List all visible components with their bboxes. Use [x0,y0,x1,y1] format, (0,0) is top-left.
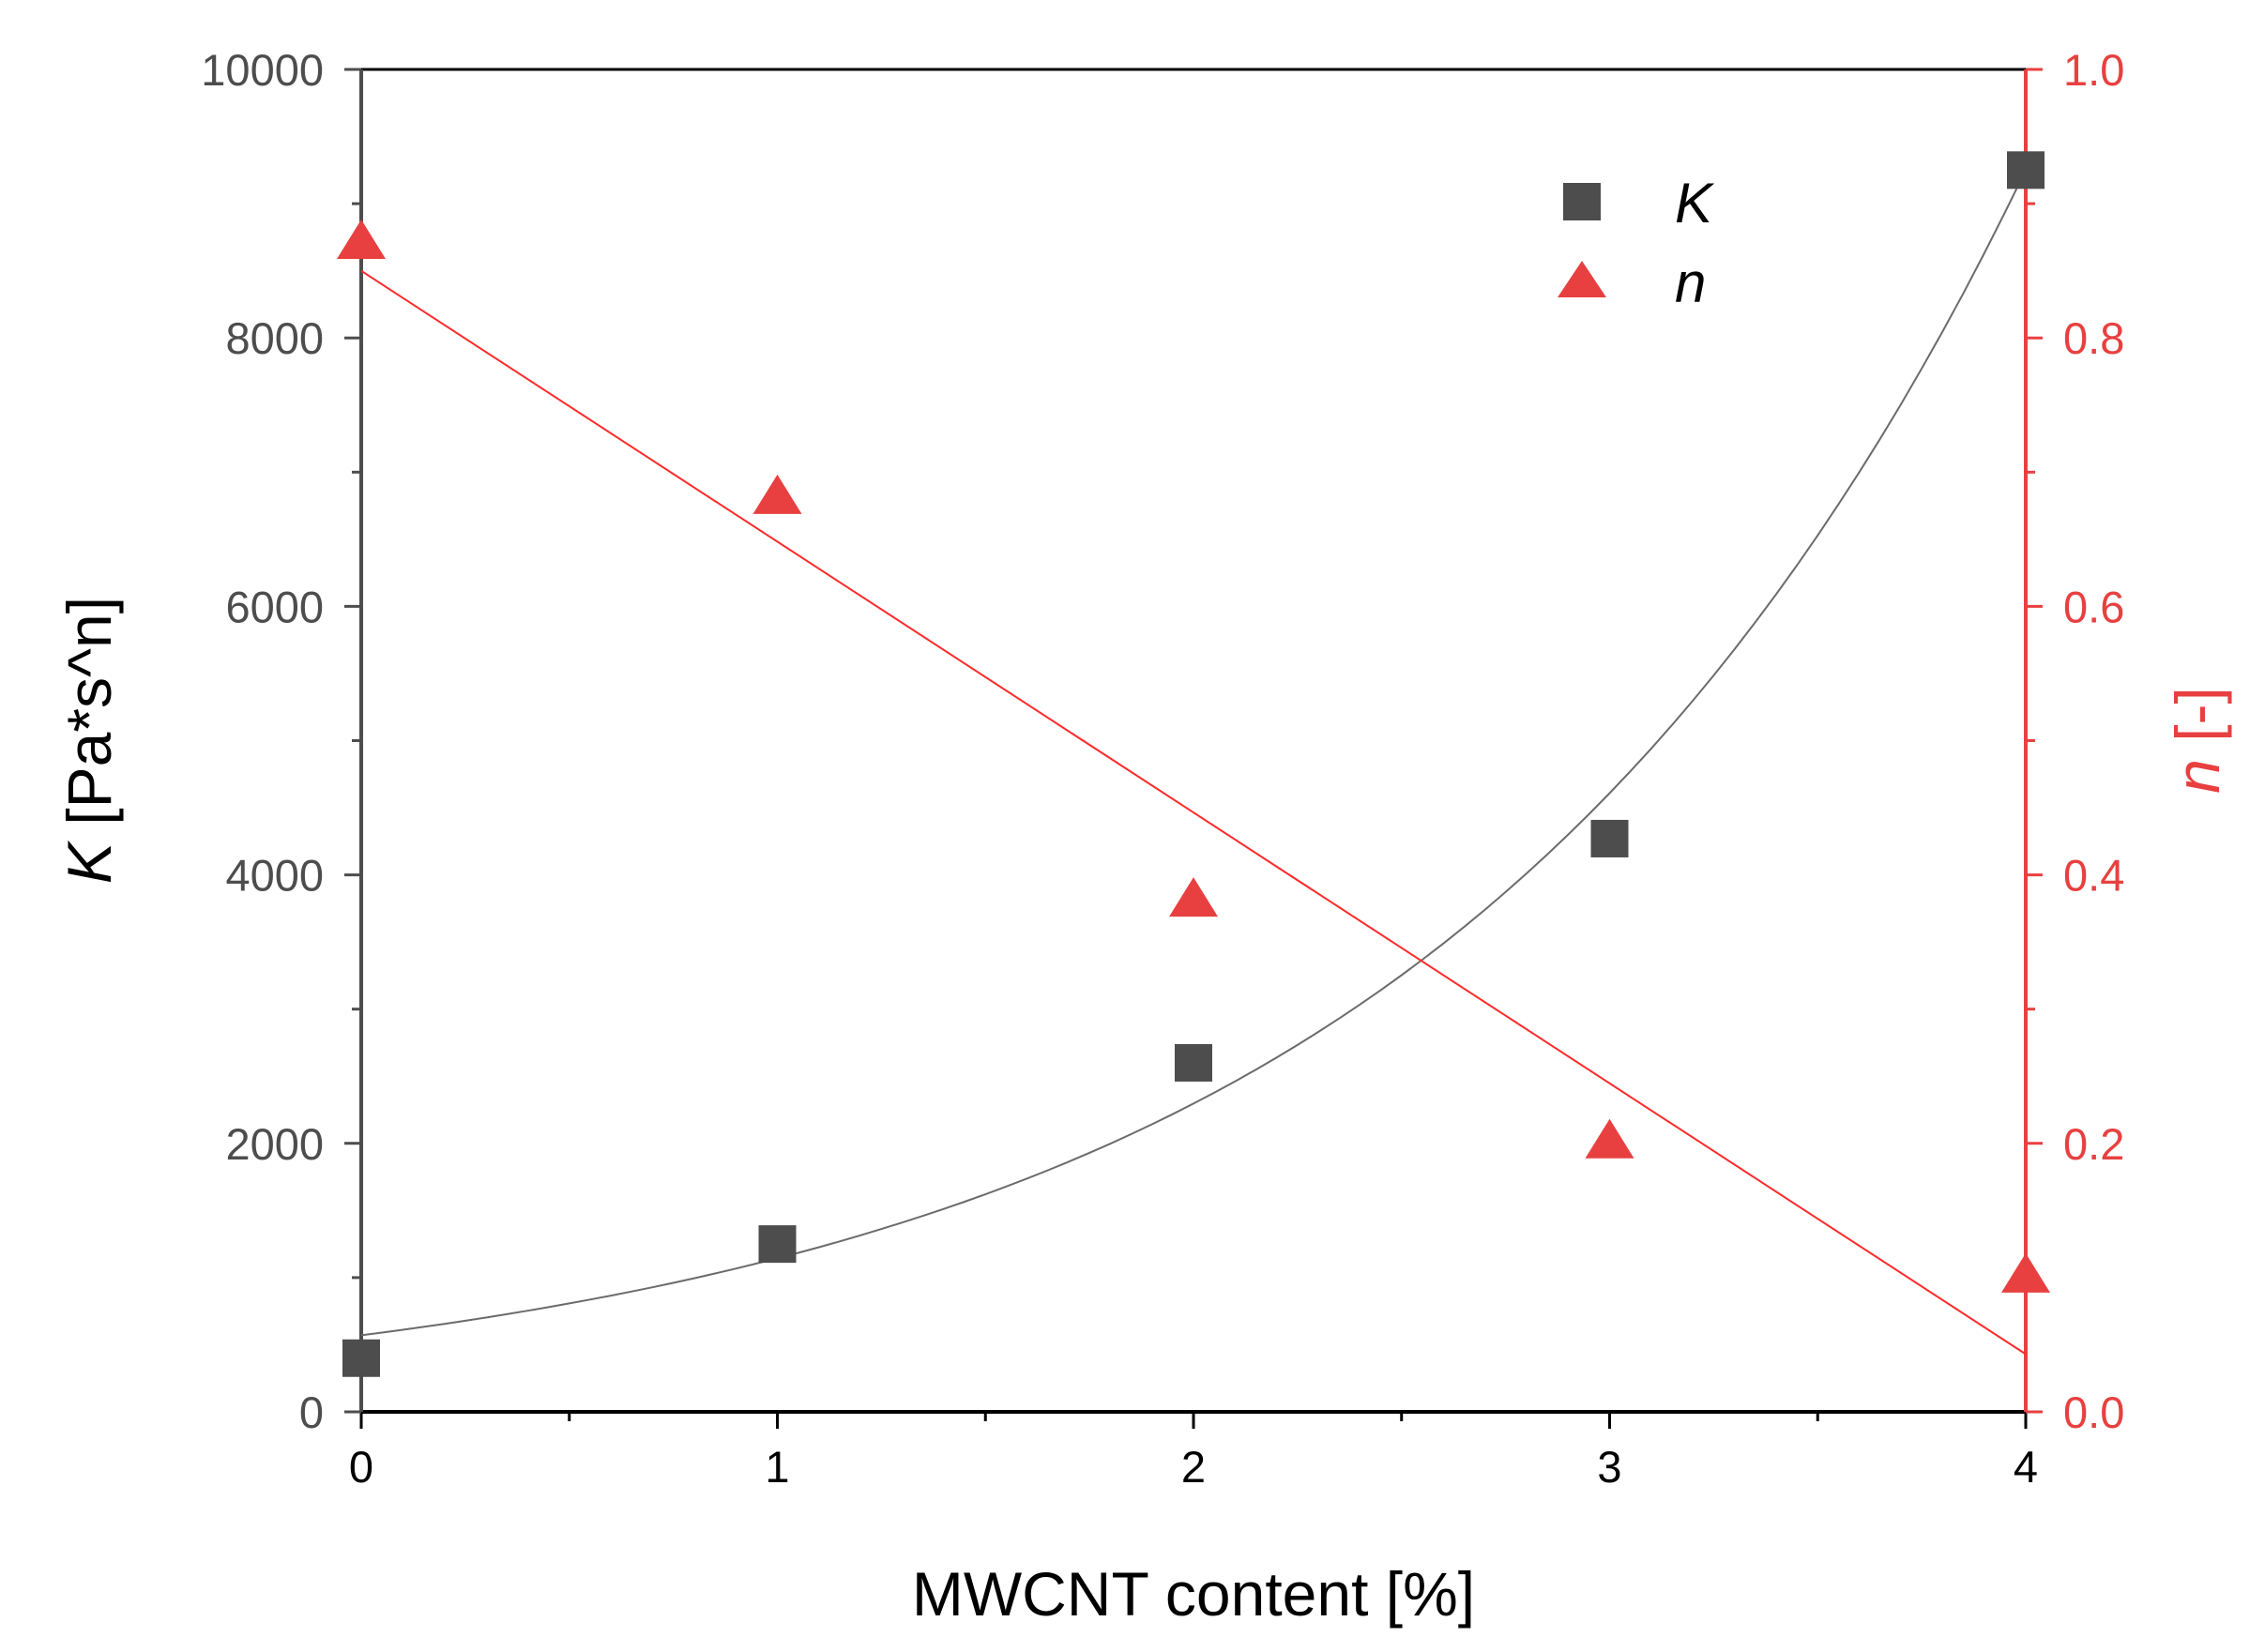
plot-frame [359,68,2028,1414]
y2-axis-title: n [-] [2163,687,2232,794]
y-tick-label: 6000 [225,582,324,631]
y2-tick-label: 0.6 [2063,582,2124,631]
legend-marker-triangle [1558,261,1606,297]
y2-axis-ticks: 0.0 0.2 0.4 0.6 0.8 1.0 [2026,45,2124,1437]
y-axis-title: K [Pa*s^n] [54,597,124,884]
y2-axis-title-symbol: n [2163,759,2232,794]
point-k [342,1339,380,1377]
point-n [1169,877,1218,917]
y2-tick-label: 0.8 [2063,313,2124,363]
fit-line-n [360,269,2027,1356]
y2-tick-label: 0.4 [2063,851,2124,901]
y2-tick-label: 0.0 [2063,1387,2124,1437]
legend-marker-square [1563,183,1601,220]
fit-line-k [360,169,2027,1337]
point-n [337,219,386,259]
x-tick-label: 2 [1181,1442,1206,1492]
y-tick-label: 0 [299,1387,324,1437]
point-k [2007,151,2045,189]
y-tick-label: 4000 [225,851,324,901]
y-tick-label: 8000 [225,313,324,363]
data-points [337,151,2050,1377]
x-tick-label: 1 [765,1442,789,1492]
x-tick-label: 4 [2014,1442,2038,1492]
point-k [758,1225,797,1264]
point-k [1175,1043,1212,1082]
legend: K n [1558,172,1715,314]
y-axis-ticks: 0 2000 4000 6000 8000 10000 [201,45,361,1437]
y-axis-title-symbol: K [54,840,124,884]
y2-tick-label: 1.0 [2063,45,2124,95]
legend-label-n: n [1675,251,1706,314]
x-axis-ticks: 0 1 2 3 4 [349,1412,2038,1492]
x-tick-label: 3 [1597,1442,1621,1492]
x-tick-label: 0 [349,1442,373,1492]
point-n [2001,1252,2050,1293]
x-axis-title: MWCNT content [%] [912,1559,1475,1629]
y2-tick-label: 0.2 [2063,1119,2124,1169]
point-n [752,474,802,514]
y-tick-label: 10000 [201,45,324,95]
y-axis-title-unit: [Pa*s^n] [54,597,124,842]
y-tick-label: 2000 [225,1119,324,1169]
legend-label-k: K [1675,172,1715,235]
fit-lines [360,169,2027,1356]
point-k [1590,819,1629,857]
point-n [1585,1118,1634,1159]
y2-axis-title-unit: [-] [2163,687,2232,759]
